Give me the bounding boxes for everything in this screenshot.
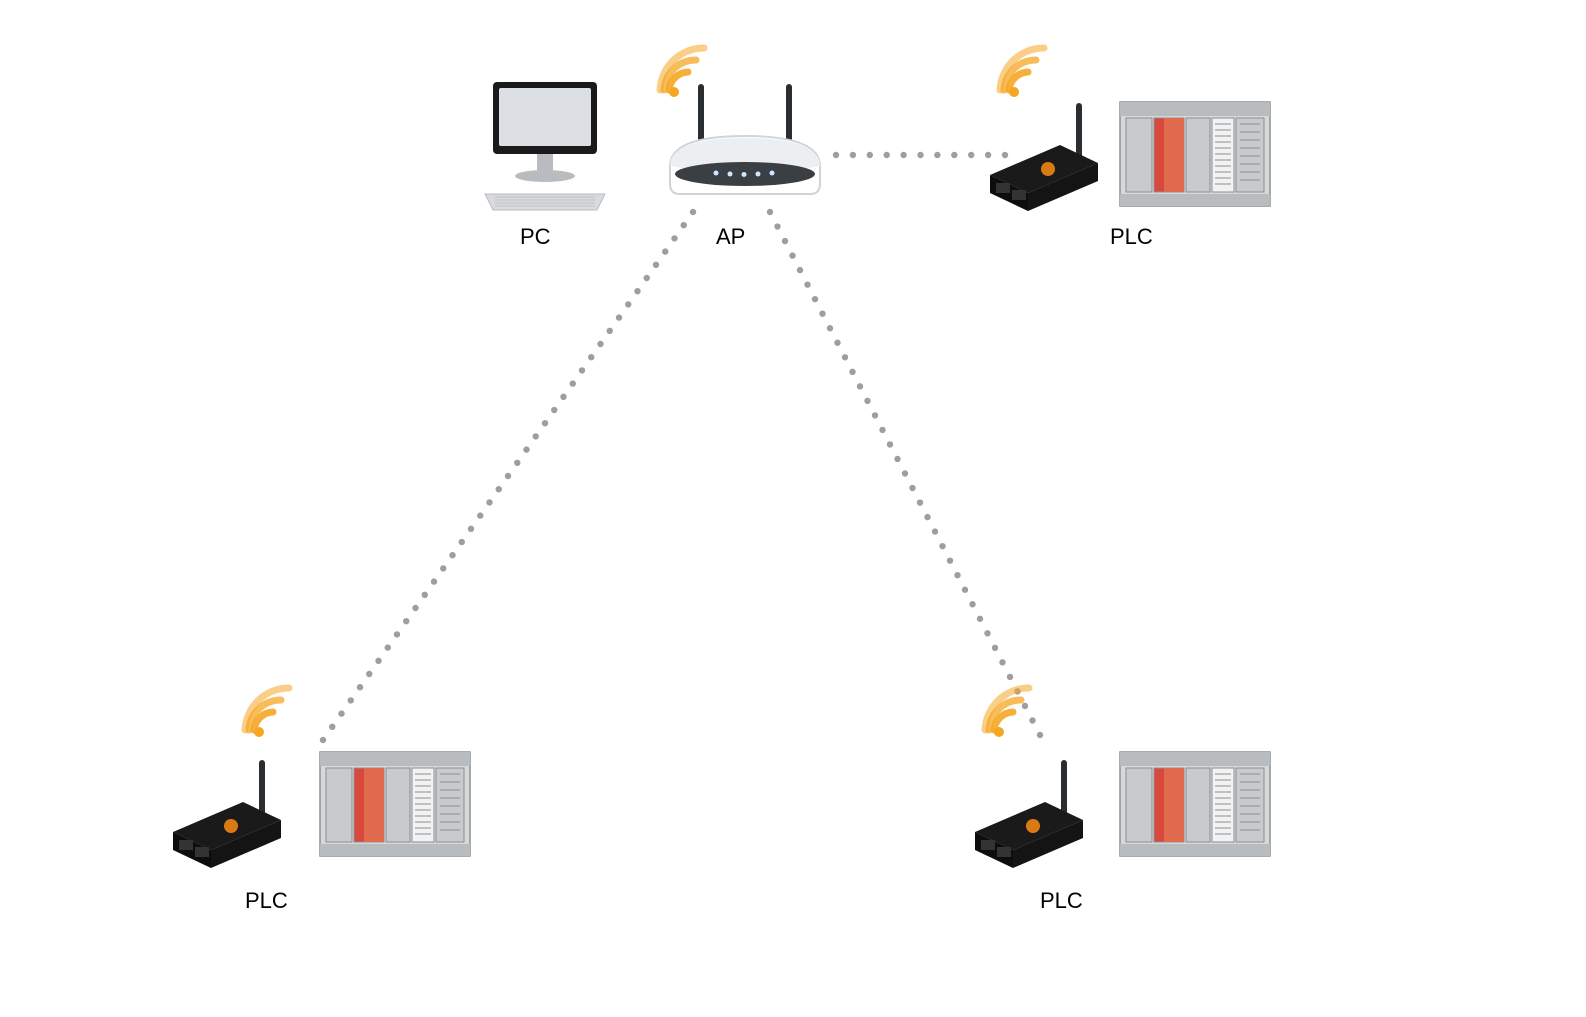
plc-left-node (165, 680, 505, 885)
plc-top-icon (970, 40, 1290, 220)
plc-left-label: PLC (245, 888, 288, 914)
pc-icon (465, 78, 625, 218)
ap-label: AP (716, 224, 745, 250)
plc-right-label: PLC (1040, 888, 1083, 914)
plc-left-icon (165, 680, 505, 880)
pc-node (465, 78, 625, 223)
plc-top-label: PLC (1110, 224, 1153, 250)
plc-right-icon (955, 680, 1295, 880)
plc-right-node (955, 680, 1295, 885)
ap-icon (610, 40, 840, 220)
plc-top-node (970, 40, 1290, 225)
ap-node (610, 40, 840, 225)
pc-label: PC (520, 224, 551, 250)
